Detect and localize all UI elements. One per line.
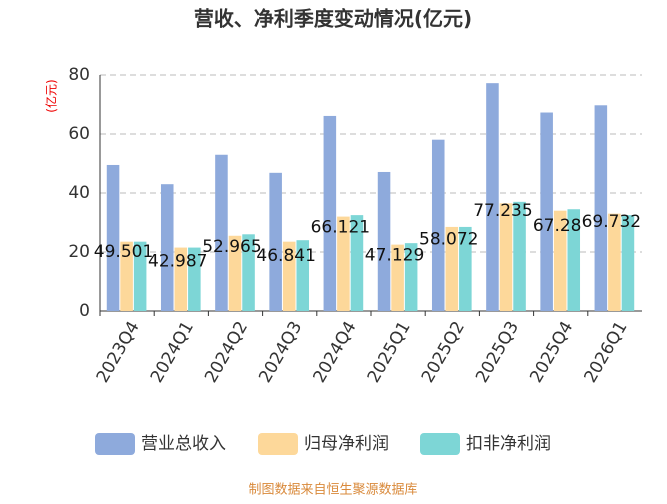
bar: [228, 235, 242, 311]
x-tick-label: 2024Q3: [255, 318, 306, 386]
bar: [120, 241, 133, 311]
data-label: 69.732: [582, 212, 641, 232]
legend-swatch: [258, 433, 298, 455]
bar: [242, 234, 255, 311]
bar: [499, 203, 513, 311]
bar: [323, 115, 337, 311]
data-label: 52.965: [202, 237, 261, 257]
bar: [459, 226, 472, 311]
legend-label: 归母净利润: [304, 434, 389, 454]
bar: [377, 171, 391, 311]
bar: [513, 201, 526, 311]
chart-title: 营收、净利季度变动情况(亿元): [194, 7, 472, 31]
x-tick-label: 2023Q4: [93, 318, 144, 386]
bar: [174, 247, 188, 311]
y-tick-label: 20: [68, 242, 90, 262]
x-tick-label: 2024Q2: [201, 318, 252, 386]
bar: [594, 105, 608, 311]
bar: [445, 226, 459, 311]
bar: [296, 240, 310, 311]
bar: [553, 210, 567, 311]
bar: [608, 213, 621, 311]
x-tick-label: 2026Q1: [581, 318, 632, 386]
bar: [215, 154, 228, 311]
bar: [350, 215, 364, 311]
bar: [269, 172, 282, 311]
x-tick-label: 2024Q1: [147, 318, 198, 386]
bar: [282, 241, 296, 311]
x-tick-label: 2025Q3: [472, 318, 523, 386]
data-label: 66.121: [311, 217, 370, 237]
legend-label: 扣非净利润: [466, 434, 551, 454]
data-label: 58.072: [419, 229, 478, 249]
x-tick-label: 2025Q2: [418, 318, 469, 386]
bar: [160, 184, 174, 311]
data-label: 46.841: [256, 246, 315, 266]
y-axis-label: (亿元): [44, 79, 59, 112]
bar: [337, 216, 350, 311]
legend-swatch: [420, 433, 460, 455]
x-tick-label: 2025Q4: [526, 318, 577, 386]
bar: [567, 209, 581, 311]
bar: [391, 244, 404, 311]
bar: [133, 241, 147, 311]
bar: [540, 112, 553, 311]
y-tick-label: 0: [79, 301, 90, 321]
data-label: 67.28: [533, 216, 582, 236]
bar: [431, 139, 445, 311]
y-tick-label: 60: [68, 124, 90, 144]
x-tick-label: 2024Q4: [310, 318, 361, 386]
y-tick-label: 80: [68, 65, 90, 85]
data-label: 47.129: [365, 245, 424, 265]
y-tick-label: 40: [68, 183, 90, 203]
bar: [188, 247, 201, 311]
bar: [486, 83, 499, 311]
bar: [106, 164, 120, 311]
source-note: 制图数据来自恒生聚源数据库: [248, 482, 417, 498]
data-label: 42.987: [148, 252, 207, 272]
legend-label: 营业总收入: [141, 434, 226, 454]
x-tick-label: 2025Q1: [364, 318, 415, 386]
legend-swatch: [95, 433, 135, 455]
bar: [404, 243, 418, 311]
bar: [621, 215, 635, 311]
data-label: 77.235: [473, 201, 532, 221]
data-label: 49.501: [94, 242, 153, 262]
